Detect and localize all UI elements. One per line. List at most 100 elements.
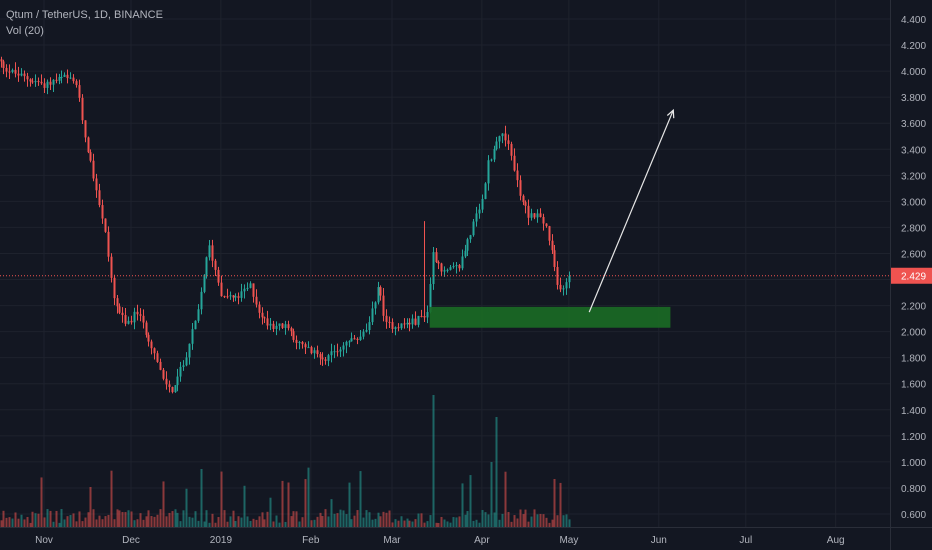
candle-body [356, 338, 359, 340]
volume-bar [185, 488, 188, 527]
volume-bar [43, 517, 46, 527]
volume-bar [174, 509, 177, 527]
candle-body [101, 205, 104, 219]
candle-body [342, 345, 345, 350]
volume-bar [461, 483, 464, 527]
candle-body [252, 283, 255, 297]
volume-bar [0, 520, 3, 527]
price-tick-label: 2.200 [901, 302, 926, 313]
volume-bar [435, 522, 438, 527]
candle-body [327, 355, 330, 361]
volume-bar [17, 518, 20, 527]
candle-body [46, 81, 49, 88]
volume-bar [226, 521, 229, 527]
volume-bar [150, 516, 153, 527]
volume-bar [394, 519, 397, 527]
volume-bar [342, 510, 345, 527]
candle-body [449, 267, 452, 270]
candle-body [533, 213, 536, 218]
candle-body [261, 312, 264, 318]
volume-bar [49, 510, 52, 527]
volume-bar [371, 519, 374, 527]
volume-bar [258, 516, 261, 527]
candle-body [559, 284, 562, 290]
volume-bar [414, 519, 417, 527]
candle-body [391, 322, 394, 330]
volume-bar [176, 512, 179, 527]
price-tick-label: 3.600 [901, 119, 926, 130]
volume-bar [63, 519, 66, 527]
volume-bar [275, 515, 278, 527]
candle-body [104, 218, 107, 232]
volume-bar [443, 519, 446, 527]
price-tick-label: 3.200 [901, 171, 926, 182]
volume-bar [147, 510, 150, 527]
candle-body [527, 205, 530, 218]
volume-bar [455, 517, 458, 527]
candle-body [429, 284, 432, 313]
candle-body [345, 341, 348, 346]
volume-bar [229, 516, 232, 527]
candle-body [174, 385, 177, 393]
candle-body [298, 342, 301, 344]
price-tick-label: 0.600 [901, 510, 926, 521]
projection-arrow[interactable] [588, 109, 674, 313]
candle-body [182, 365, 185, 367]
volume-bar [493, 512, 496, 527]
candle-body [229, 295, 232, 297]
price-tick-label: 1.400 [901, 406, 926, 417]
candle-body [452, 266, 455, 268]
volume-bar [130, 511, 133, 527]
candle-body [539, 213, 542, 217]
volume-bar [324, 509, 327, 527]
candle-body [501, 133, 504, 137]
candle-body [208, 245, 211, 258]
candle-body [95, 178, 98, 191]
candle-body [87, 137, 90, 153]
volume-bar [400, 516, 403, 527]
candle-body [324, 359, 327, 361]
volume-bar [423, 522, 426, 527]
candle-body [272, 323, 275, 329]
candle-body [435, 252, 438, 263]
volume-bar [568, 519, 571, 527]
volume-bar [382, 511, 385, 527]
volume-bar [553, 479, 556, 527]
candle-body [130, 320, 133, 323]
volume-bar [432, 395, 435, 527]
demand-zone[interactable] [429, 306, 671, 328]
volume-bar [565, 514, 568, 527]
candle-body [507, 140, 510, 144]
price-tick-label: 3.800 [901, 93, 926, 104]
candle-body [127, 320, 130, 324]
candle-body [336, 351, 339, 353]
candle-body [136, 311, 139, 315]
candle-body [382, 295, 385, 316]
volume-bar [162, 481, 165, 527]
candle-body [240, 291, 243, 298]
candle-body [333, 351, 336, 353]
volume-bar [113, 519, 116, 527]
candle-body [472, 221, 475, 236]
volume-bar [298, 521, 301, 527]
volume-bar [458, 516, 461, 527]
volume-bar [89, 487, 92, 527]
candle-body [365, 330, 368, 332]
candle-body [394, 327, 397, 330]
volume-bar [214, 522, 217, 527]
candle-body [92, 160, 95, 179]
candle-body [60, 76, 63, 78]
price-tick-label: 4.400 [901, 15, 926, 26]
candle-body [8, 71, 11, 73]
symbol-title[interactable]: Qtum / TetherUS, 1D, BINANCE [6, 9, 163, 21]
volume-bar [478, 522, 481, 527]
candle-body [487, 160, 490, 184]
volume-bar [124, 512, 127, 527]
volume-indicator-label[interactable]: Vol (20) [6, 25, 44, 37]
volume-bar [60, 509, 63, 527]
candle-body [411, 318, 414, 325]
volume-bar [292, 511, 295, 527]
chart-header: Qtum / TetherUS, 1D, BINANCE Vol (20) [6, 7, 163, 39]
